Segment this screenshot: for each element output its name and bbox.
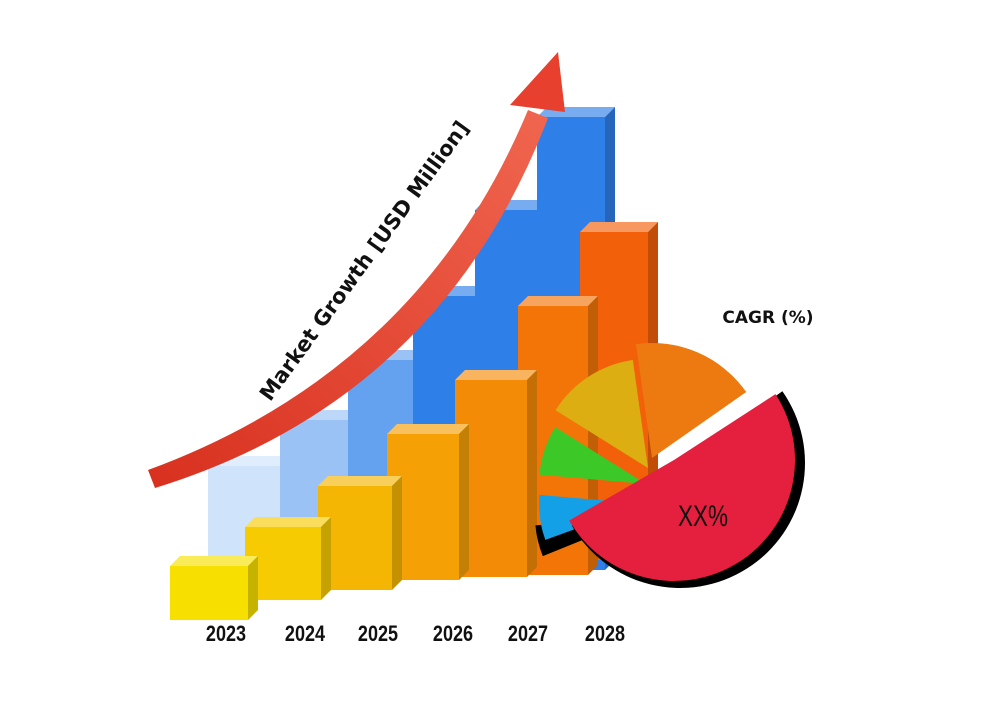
growth-arrow [148, 52, 565, 488]
x-tick-label: 2025 [358, 622, 398, 646]
cagr-pie [535, 343, 806, 589]
bar-top [318, 476, 402, 486]
x-tick-label: 2023 [206, 622, 246, 646]
pie-slice [635, 343, 747, 458]
arrow-head [510, 52, 565, 112]
bar-top [387, 424, 469, 434]
pie-label: CAGR (%) [722, 308, 813, 328]
x-tick-label: 2027 [508, 622, 548, 646]
x-tick-label: 2024 [285, 622, 326, 646]
bar-side [248, 556, 258, 620]
bar-side [459, 424, 469, 580]
pie-slice [539, 427, 646, 484]
bar-side [392, 476, 402, 590]
bar-top [580, 222, 658, 232]
bar-front [170, 566, 248, 620]
x-tick-label: 2026 [433, 622, 473, 646]
bar-side [527, 370, 537, 577]
pie-slice [555, 360, 648, 468]
pie-highlight-value: XX% [678, 499, 728, 533]
pie-slice [569, 394, 795, 581]
bar-side [321, 517, 331, 600]
bar-top [170, 556, 258, 566]
bar-top [455, 370, 537, 380]
front-bar [170, 556, 258, 620]
x-tick-label: 2028 [585, 622, 625, 646]
bar-top [518, 296, 598, 306]
x-axis-tick-labels: 2023 2024 2025 2026 2027 2028 [206, 622, 625, 646]
bar-top [245, 517, 331, 527]
